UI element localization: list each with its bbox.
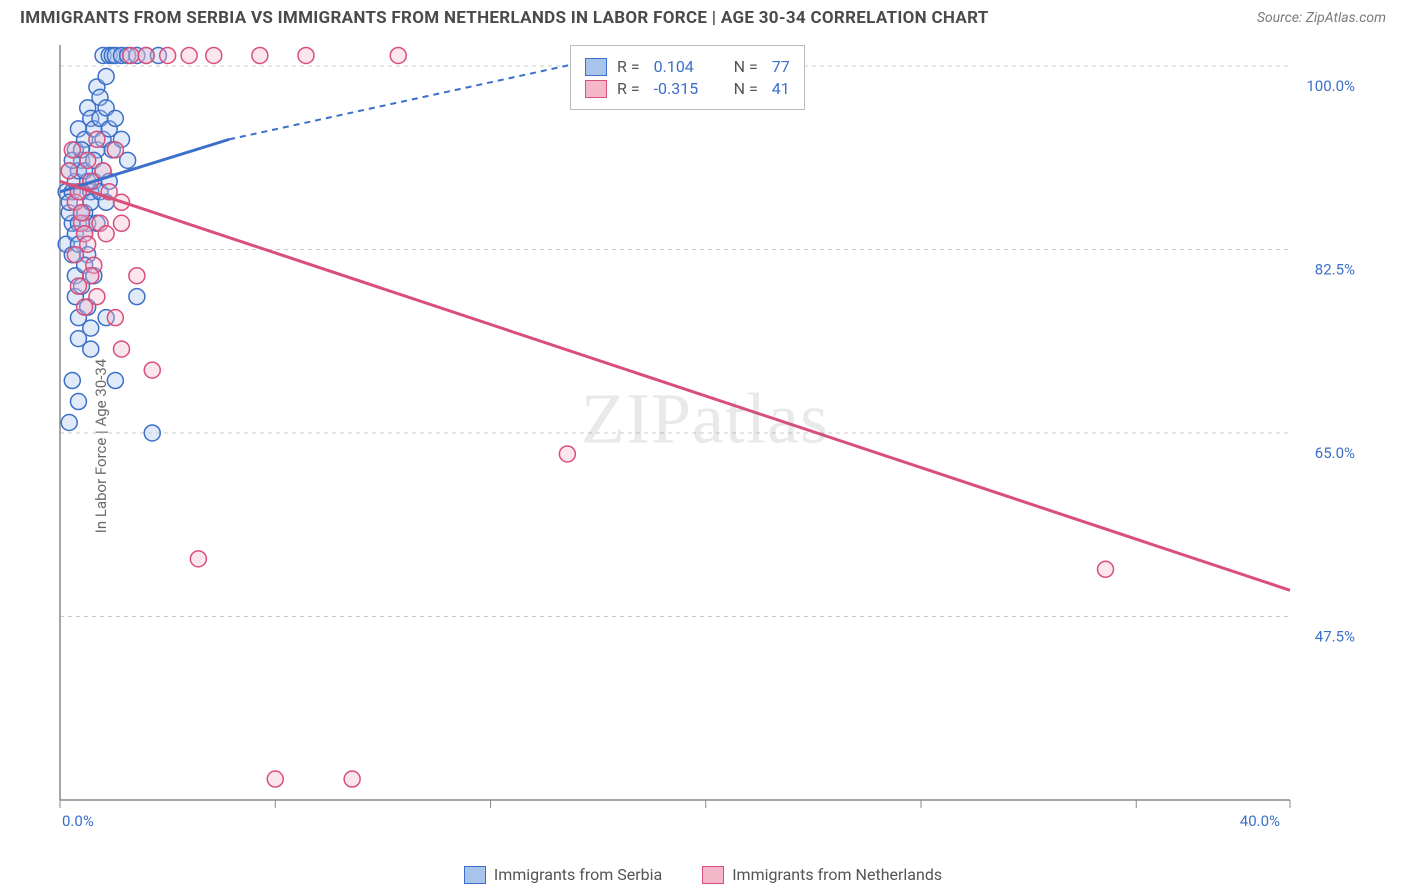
data-point [114,215,130,231]
scatter-chart-svg: 47.5% 65.0% 82.5% 100.0% 0.0% 40.0% [50,40,1360,830]
data-point [80,152,96,168]
r-label: R = [617,57,640,76]
data-point [107,373,123,389]
n-value: 77 [772,57,790,76]
data-point [98,68,114,84]
trend-line-extrapolated [229,55,613,139]
n-value: 41 [772,79,790,98]
data-point [390,47,406,63]
data-point [267,771,283,787]
legend-label: Immigrants from Netherlands [732,865,942,884]
data-point [80,236,96,252]
data-point [107,110,123,126]
chart-title: IMMIGRANTS FROM SERBIA VS IMMIGRANTS FRO… [20,8,989,28]
plot-area: 47.5%65.0%82.5%100.0%0.0%40.0% ZIPatlas … [50,40,1360,830]
correlation-legend: R = 0.104 N = 77 R = -0.315 N = 41 [570,45,805,110]
legend-swatch [702,866,724,884]
r-label: R = [617,79,640,98]
legend-item: Immigrants from Netherlands [702,865,942,884]
data-point [129,289,145,305]
data-point [298,47,314,63]
y-tick-label: 82.5% [1315,260,1355,278]
data-point [83,320,99,336]
data-point [129,268,145,284]
data-point [64,142,80,158]
x-tick-label: 40.0% [1240,812,1280,830]
data-point [89,131,105,147]
n-label: N = [734,57,758,76]
legend-row: R = -0.315 N = 41 [585,79,790,98]
data-point [206,47,222,63]
r-value: -0.315 [654,79,714,98]
data-point [1098,561,1114,577]
data-point [107,142,123,158]
legend-label: Immigrants from Serbia [494,865,662,884]
y-tick-label: 100.0% [1306,77,1355,95]
data-point [252,47,268,63]
data-point [344,771,360,787]
data-point [70,394,86,410]
data-point [61,163,77,179]
legend-swatch [585,58,607,76]
legend-swatch [585,80,607,98]
legend-item: Immigrants from Serbia [464,865,662,884]
data-point [83,341,99,357]
r-value: 0.104 [654,57,714,76]
data-point [98,226,114,242]
trend-line [60,181,1290,590]
data-point [559,446,575,462]
n-label: N = [734,79,758,98]
y-tick-label: 47.5% [1315,627,1355,645]
data-point [89,289,105,305]
data-point [138,47,154,63]
data-point [83,268,99,284]
data-point [144,425,160,441]
source-attribution: Source: ZipAtlas.com [1257,10,1386,26]
data-point [181,47,197,63]
data-point [74,205,90,221]
series-legend: Immigrants from Serbia Immigrants from Ne… [0,865,1406,884]
legend-swatch [464,866,486,884]
data-point [114,341,130,357]
y-tick-label: 65.0% [1315,444,1355,462]
data-point [107,310,123,326]
data-point [144,362,160,378]
data-point [190,551,206,567]
data-point [123,47,139,63]
data-point [64,373,80,389]
data-point [61,415,77,431]
x-tick-label: 0.0% [62,812,94,830]
legend-row: R = 0.104 N = 77 [585,57,790,76]
data-point [160,47,176,63]
